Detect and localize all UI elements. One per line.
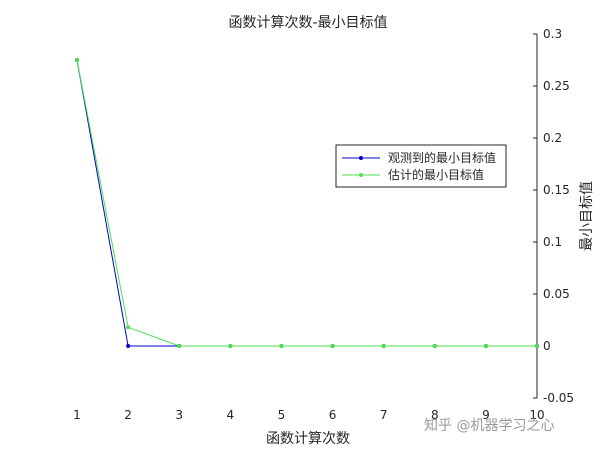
data-point xyxy=(483,344,488,348)
data-point xyxy=(177,344,182,348)
watermark: 知乎 @机器学习之心 xyxy=(424,417,554,434)
data-point xyxy=(330,344,335,348)
y-tick-label: 0.25 xyxy=(543,79,570,93)
x-tick-label: 10 xyxy=(529,408,544,422)
y-tick-label: 0.3 xyxy=(543,27,562,41)
data-point xyxy=(432,344,437,348)
data-point xyxy=(126,325,131,330)
x-tick-label: 1 xyxy=(73,408,81,422)
x-tick-label: 8 xyxy=(431,408,439,422)
x-tick-label: 9 xyxy=(482,408,490,422)
x-tick-label: 5 xyxy=(278,408,286,422)
series-line xyxy=(76,59,537,347)
y-tick-label: 0.2 xyxy=(543,131,562,145)
series-1 xyxy=(75,58,539,348)
data-point xyxy=(279,344,284,348)
legend-label: 估计的最小目标值 xyxy=(388,167,484,182)
data-point xyxy=(75,58,79,62)
legend-marker xyxy=(359,173,363,177)
y-tick-label: -0.05 xyxy=(543,391,574,405)
chart-title: 函数计算次数-最小目标值 xyxy=(228,15,387,31)
series-line xyxy=(76,59,537,347)
x-tick-label: 4 xyxy=(227,408,235,422)
x-tick-label: 2 xyxy=(124,408,132,422)
data-point xyxy=(228,344,233,348)
legend-box xyxy=(335,144,507,188)
x-axis-label: 函数计算次数 xyxy=(266,431,350,447)
x-tick-label: 7 xyxy=(380,408,388,422)
y-tick-label: 0.1 xyxy=(543,235,562,249)
x-tick-label: 6 xyxy=(329,408,337,422)
series-layer xyxy=(75,58,539,348)
y-tick-label: 0.05 xyxy=(543,287,570,301)
y-tick-label: 0 xyxy=(543,339,551,353)
legend-label: 观测到的最小目标值 xyxy=(388,150,496,165)
axes: 1 2 3 4 5 6 7 8 9 10 -0.05 0 0.05 0.1 0.15 0.2 0.25 0.3 xyxy=(73,27,574,422)
data-point xyxy=(126,344,131,348)
x-tick-label: 3 xyxy=(175,408,183,422)
y-tick-label: 0.15 xyxy=(543,183,570,197)
y-axis-label: 最小目标值 xyxy=(579,181,595,251)
legend-marker xyxy=(359,156,363,160)
series-2 xyxy=(75,58,539,348)
data-point xyxy=(381,344,386,348)
data-point xyxy=(535,344,539,348)
